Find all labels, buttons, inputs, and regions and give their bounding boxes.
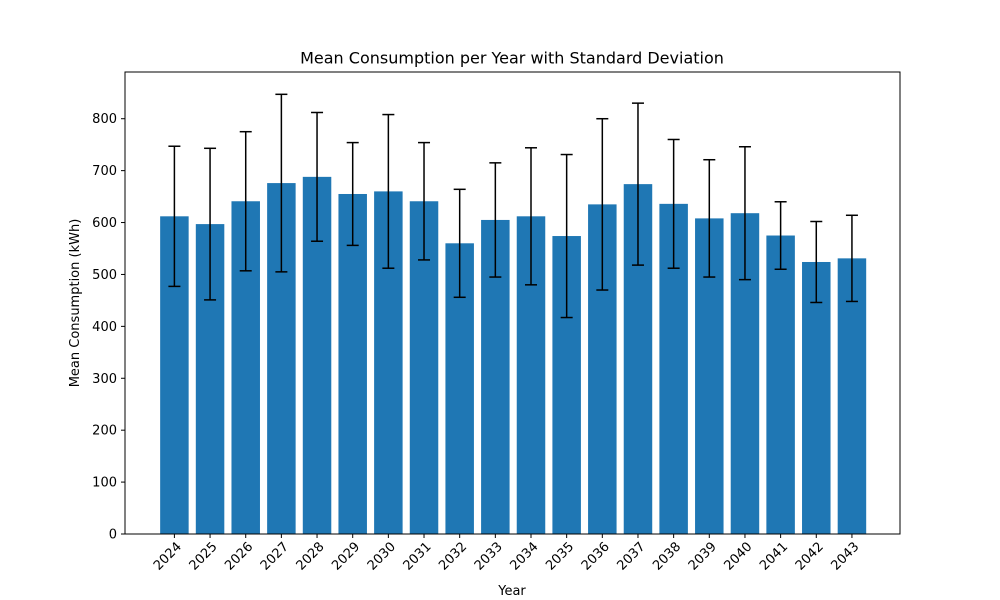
y-axis: 0 100 200 300 400 500 600 700 800 [92, 112, 125, 543]
error-bars-group [168, 93, 858, 319]
bar-2043 [837, 258, 867, 534]
y-tick-label-200: 200 [92, 424, 117, 439]
x-tick-label-2027: 2027 [258, 540, 292, 574]
x-tick-label-2026: 2026 [222, 540, 256, 574]
x-tick-label-2030: 2030 [365, 540, 399, 574]
x-tick-label-2028: 2028 [294, 540, 328, 574]
x-tick-label-2025: 2025 [187, 540, 221, 574]
x-axis: 2024 2025 2026 2027 2028 2029 2030 2031 2032 2033… [151, 534, 862, 574]
x-tick-label-2031: 2031 [401, 540, 435, 574]
y-tick-label-0: 0 [109, 528, 117, 543]
x-tick-label-2041: 2041 [757, 540, 791, 574]
x-tick-label-2035: 2035 [543, 540, 577, 574]
x-tick-label-2037: 2037 [615, 540, 649, 574]
y-tick-label-600: 600 [92, 216, 117, 231]
x-tick-label-2033: 2033 [472, 540, 506, 574]
x-axis-label: Year [497, 584, 526, 599]
plot-frame [124, 71, 901, 535]
y-tick-label-400: 400 [92, 320, 117, 335]
x-tick-label-2034: 2034 [508, 540, 542, 574]
x-tick-label-2036: 2036 [579, 540, 613, 574]
bar-2029 [338, 193, 367, 534]
y-tick-label-800: 800 [92, 112, 117, 127]
bar-2041 [766, 235, 795, 535]
y-tick-label-700: 700 [92, 164, 117, 179]
x-tick-label-2040: 2040 [721, 540, 755, 574]
x-tick-label-2032: 2032 [436, 540, 470, 574]
x-tick-label-2042: 2042 [793, 540, 827, 574]
y-tick-label-500: 500 [92, 268, 117, 283]
y-tick-label-100: 100 [92, 476, 117, 491]
x-tick-label-2029: 2029 [329, 540, 363, 574]
x-tick-label-2024: 2024 [151, 540, 185, 574]
y-tick-label-300: 300 [92, 372, 117, 387]
bar-2042 [802, 261, 831, 534]
x-tick-label-2039: 2039 [686, 540, 720, 574]
x-tick-label-2038: 2038 [650, 540, 684, 574]
bars-group [160, 176, 867, 535]
y-axis-label: Mean Consumption (kWh) [68, 219, 83, 388]
chart-title: Mean Consumption per Year with Standard … [300, 49, 724, 68]
x-tick-label-2043: 2043 [828, 540, 862, 574]
